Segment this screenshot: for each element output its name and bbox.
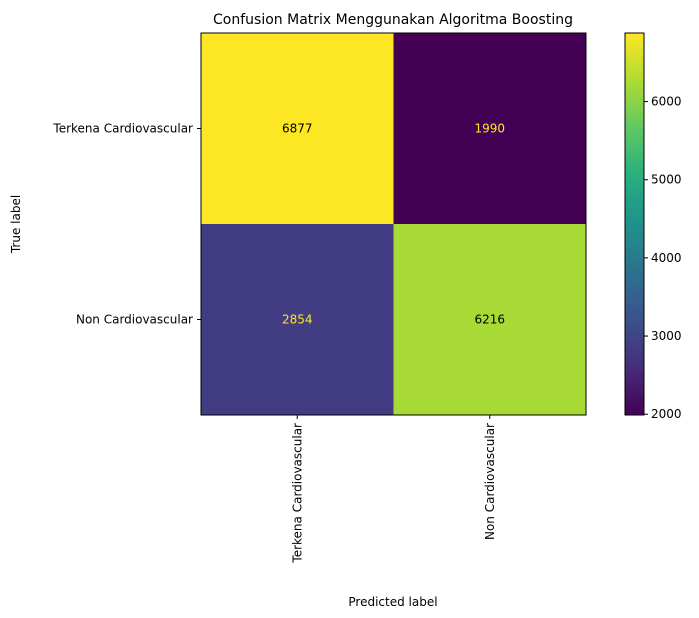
colorbar-tick-label: 6000 (651, 95, 682, 109)
plot-frame (200, 32, 587, 416)
x-tick-label: Non Cardiovascular (483, 423, 497, 540)
matrix-cell-labels: 6877 1990 2854 6216 (282, 122, 505, 327)
cell-value-label: 6877 (282, 122, 313, 136)
chart-title: Confusion Matrix Menggunakan Algoritma B… (213, 12, 573, 28)
x-axis-ticks: Terkena Cardiovascular Non Cardiovascular (290, 415, 497, 564)
y-axis-ticks: Terkena Cardiovascular Non Cardiovascular (52, 122, 201, 327)
matrix-cell-0-1 (393, 33, 587, 225)
colorbar-tick-label: 5000 (651, 173, 682, 187)
matrix-cells (201, 33, 587, 416)
matrix-cell-0-0 (201, 33, 394, 225)
colorbar-tick-label: 3000 (651, 329, 682, 343)
y-tick-label: Terkena Cardiovascular (52, 122, 193, 136)
cell-value-label: 2854 (282, 313, 313, 327)
colorbar-tick-label: 4000 (651, 251, 682, 265)
matrix-cell-1-0 (201, 224, 394, 416)
colorbar-tick-label: 2000 (651, 407, 682, 421)
y-tick-label: Non Cardiovascular (76, 313, 193, 327)
y-axis-label: True label (9, 195, 23, 254)
colorbar-ticks: 2000 3000 4000 5000 6000 (644, 95, 682, 421)
x-tick-label: Terkena Cardiovascular (290, 423, 304, 564)
cell-value-label: 6216 (474, 313, 505, 327)
x-axis-label: Predicted label (348, 595, 437, 609)
matrix-cell-1-1 (393, 224, 587, 416)
colorbar (624, 32, 645, 416)
cell-value-label: 1990 (474, 122, 505, 136)
